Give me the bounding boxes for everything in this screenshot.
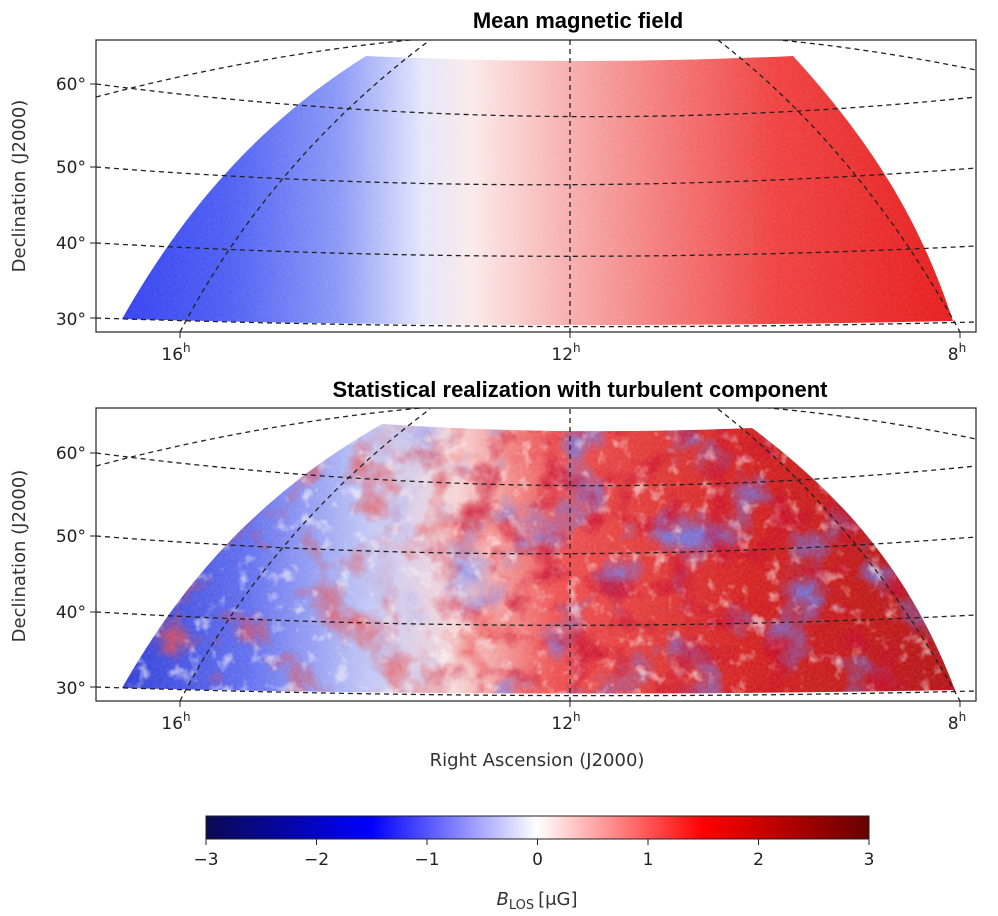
panel2-dec-line-65 [96, 408, 976, 467]
colorbar-tick-label: −3 [193, 850, 218, 870]
panel1-title: Mean magnetic field [473, 8, 683, 33]
panel1-graticule [96, 40, 976, 332]
panel2-footprint [122, 424, 955, 694]
panel2-dec-line-30 [96, 686, 976, 697]
panel2-x-axis: 16h 12h 8h Right Ascension (J2000) [161, 701, 966, 771]
panel2-xtick-8h: 8h [948, 710, 966, 734]
panel2-ytick-60: 60° [56, 444, 86, 464]
colorbar-ticks: −3 −2 −1 0 1 2 3 [193, 839, 874, 870]
panel1-ytick-50: 50° [56, 158, 86, 178]
colorbar-tick-label: 1 [643, 850, 654, 870]
panel1-dec-line-65 [96, 40, 976, 98]
panel2-ytick-50: 50° [56, 527, 86, 547]
panel2-ylabel: Declination (J2000) [9, 470, 30, 643]
colorbar-tick-label: −1 [414, 850, 439, 870]
colorbar: −3 −2 −1 0 1 2 3 BLOS [μG] [193, 815, 874, 913]
panel2-dec-line-50 [96, 535, 976, 555]
panel2-title: Statistical realization with turbulent c… [332, 377, 828, 402]
colorbar-tick-label: 0 [532, 850, 543, 870]
panel2-frame [95, 407, 977, 702]
colorbar-label: BLOS [μG] [496, 889, 577, 913]
panel1-ra-line-8h [717, 40, 961, 332]
panel1-dec-line-55 [96, 83, 976, 118]
panel2-ytick-30: 30° [56, 679, 86, 699]
panel1-frame [95, 39, 977, 333]
panel1-xtick-8h: 8h [948, 341, 966, 365]
panel2-dec-line-55 [96, 452, 976, 487]
panel2-y-axis: 60° 50° 40° 30° Declination (J2000) [9, 444, 96, 699]
panel2-graticule [96, 408, 976, 701]
panel1-xtick-16h: 16h [161, 341, 190, 365]
panel2-ra-line-8h [717, 408, 961, 701]
panel1-ytick-30: 30° [56, 310, 86, 330]
panel1-ytick-60: 60° [56, 75, 86, 95]
panel1-y-axis: 60° 50° 40° 30° Declination (J2000) [9, 75, 96, 330]
panel1-ytick-40: 40° [56, 234, 86, 254]
panel1-xtick-12h: 12h [551, 341, 580, 365]
panel1-dec-line-30 [96, 317, 976, 328]
panel1-x-axis: 16h 12h 8h [161, 332, 966, 365]
panel1-ylabel: Declination (J2000) [9, 100, 30, 273]
panel2-xtick-12h: 12h [551, 710, 580, 734]
panel1-ra-line-16h [179, 40, 431, 332]
panel2-xlabel: Right Ascension (J2000) [430, 750, 645, 771]
colorbar-tick-label: 3 [864, 850, 875, 870]
panel1-dec-line-40 [96, 242, 976, 257]
panel1-texture [122, 56, 953, 326]
colorbar-tick-label: 2 [753, 850, 764, 870]
colorbar-gradient [205, 815, 870, 840]
panel2-ytick-40: 40° [56, 603, 86, 623]
panel2-ra-line-16h [179, 408, 431, 701]
panel-turbulent-realization: Statistical realization with turbulent c… [9, 377, 977, 771]
panel-mean-field: Mean magnetic field 60° 50° 40° 30° D [9, 8, 977, 365]
colorbar-tick-label: −2 [304, 850, 329, 870]
panel1-dec-line-50 [96, 166, 976, 186]
panel2-xtick-16h: 16h [161, 710, 190, 734]
panel2-dec-line-40 [96, 611, 976, 626]
